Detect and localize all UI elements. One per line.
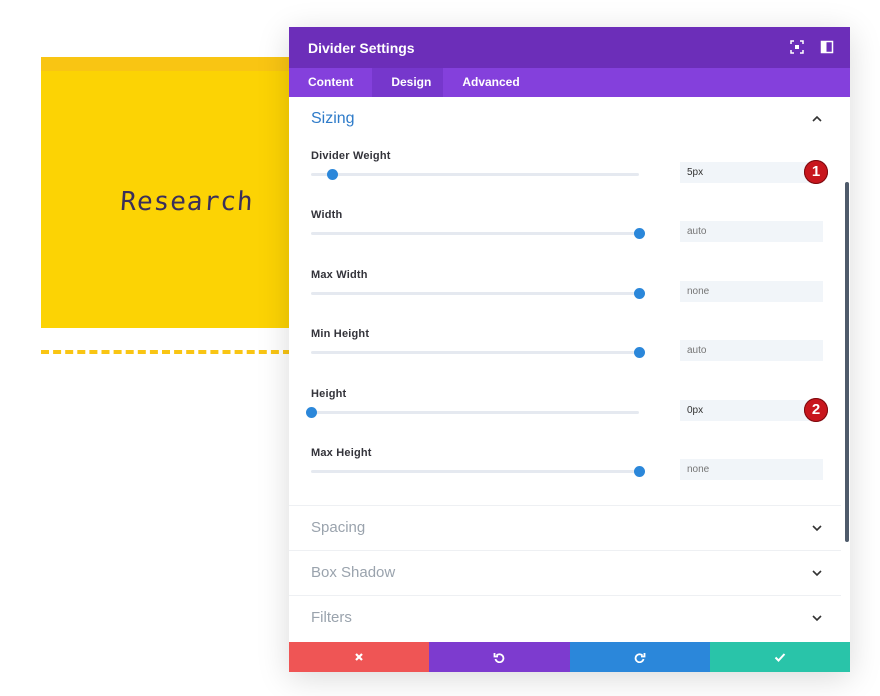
step-marker-badge: 1 [804,160,828,184]
modal-header: Divider Settings [289,27,850,68]
field-label: Min Height [311,328,370,341]
field-label: Width [311,209,343,222]
slider-handle[interactable] [633,287,645,299]
filters-section[interactable]: Filters [289,595,841,640]
value-input[interactable] [680,221,823,243]
card-top-strip [41,57,291,71]
redo-button[interactable] [569,642,710,672]
undo-icon [493,653,505,663]
slider-track[interactable] [305,406,639,418]
spacing-section[interactable]: Spacing [289,505,841,550]
tab-content[interactable]: Content [308,75,354,89]
expand-icon[interactable] [790,40,804,54]
modal-body: Sizing Divider Weight 1 Width Max Width Min … [289,97,850,642]
undo-button[interactable] [429,642,570,672]
research-card: Research [41,71,291,328]
slider-track[interactable] [311,466,645,477]
step-marker-badge: 2 [804,397,828,422]
slider-track[interactable] [311,169,639,180]
sidebar-layout-icon[interactable] [820,40,834,54]
scrollbar[interactable] [845,182,849,542]
value-input[interactable] [680,280,823,302]
slider-handle[interactable] [326,169,338,180]
chevron-down-icon [811,522,823,534]
slider-handle[interactable] [305,406,317,418]
value-input[interactable] [680,459,823,480]
chevron-down-icon [811,612,823,624]
slider-track[interactable] [311,287,645,299]
field-label: Max Height [311,447,372,459]
slider-handle[interactable] [633,228,645,240]
modal-footer [289,642,850,672]
dashed-divider [41,350,291,354]
field-label: Height [311,387,347,400]
slider-track[interactable] [311,228,645,240]
section-label: Box Shadow [311,564,396,581]
tab-bar: Content Design Advanced [289,68,850,97]
modal-title: Divider Settings [308,40,415,56]
value-input[interactable] [680,399,823,421]
close-icon [355,653,363,661]
sizing-section-title[interactable]: Sizing [311,110,355,127]
value-input[interactable] [680,162,823,183]
value-input[interactable] [680,340,823,362]
check-icon [774,653,786,662]
divider-settings-modal: Divider Settings Content Design Advanced… [289,27,850,672]
section-label: Filters [311,609,352,626]
redo-icon [634,653,646,663]
slider-track[interactable] [311,347,645,359]
field-label: Max Width [311,268,368,281]
slider-handle[interactable] [633,347,645,359]
tab-advanced[interactable]: Advanced [462,75,520,89]
field-label: Divider Weight [311,150,391,162]
cancel-button[interactable] [289,642,430,672]
box-shadow-section[interactable]: Box Shadow [289,550,841,595]
chevron-up-icon[interactable] [811,113,823,125]
save-button[interactable] [709,642,850,672]
section-label: Spacing [311,519,366,536]
tab-design[interactable]: Design [372,68,444,97]
slider-handle[interactable] [633,466,645,477]
chevron-down-icon [811,567,823,579]
